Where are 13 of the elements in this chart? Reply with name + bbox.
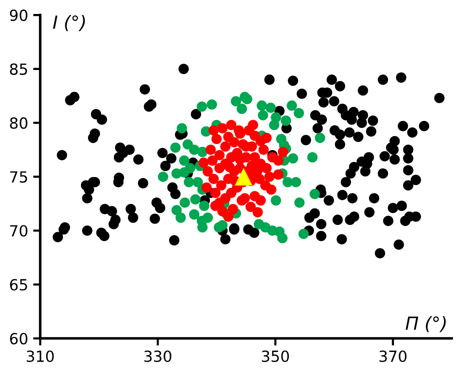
x-tick-label: 350 bbox=[262, 350, 289, 362]
x-tick-label: 370 bbox=[380, 350, 406, 362]
x-tick-label: 310 bbox=[26, 350, 54, 362]
x-axis-title: Π (°) bbox=[406, 316, 446, 332]
x-tick-label: 330 bbox=[144, 350, 172, 362]
y-tick-label: 60 bbox=[10, 332, 28, 344]
y-tick-label: 90 bbox=[10, 10, 28, 22]
y-tick-label: 70 bbox=[10, 225, 28, 237]
y-tick-label: 80 bbox=[10, 117, 28, 129]
y-tick-label: 75 bbox=[10, 171, 28, 183]
y-tick-label: 65 bbox=[10, 278, 28, 291]
y-axis-title: I (°) bbox=[53, 15, 85, 32]
y-tick-label: 85 bbox=[10, 63, 28, 75]
